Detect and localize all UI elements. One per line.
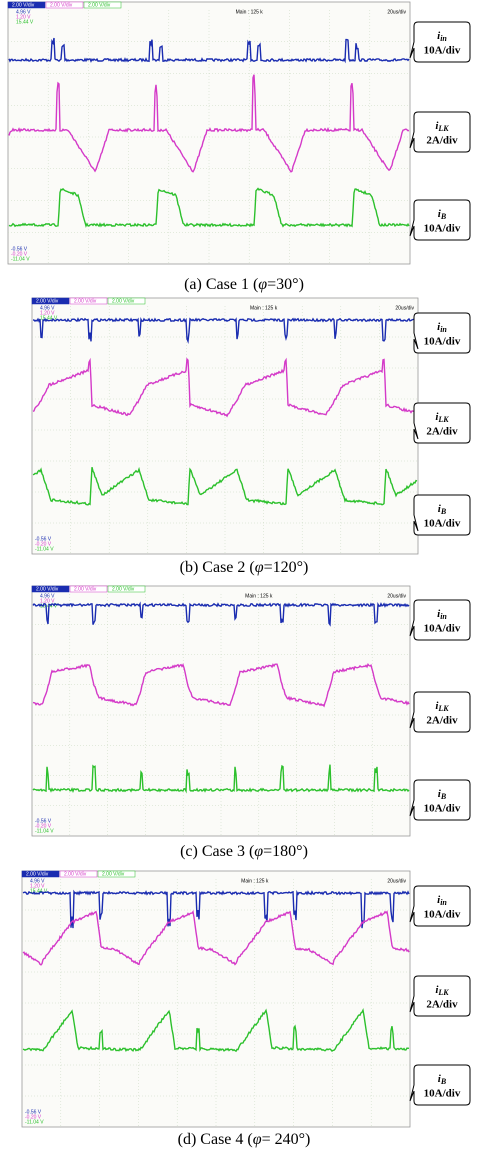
caption: (a) Case 1 (φ=30°) <box>184 276 304 293</box>
channel-scale: 2.00 V/div <box>36 299 59 305</box>
caption: (b) Case 2 (φ=120°) <box>180 559 309 576</box>
channel-scale: 2.00 V/div <box>64 872 87 878</box>
scope-reading: -11.04 V <box>35 546 54 552</box>
label-sub: LK <box>437 415 449 424</box>
channel-scale: 2.00 V/div <box>102 872 125 878</box>
caption-rest: =120°) <box>264 559 309 576</box>
scope-main: Main : 125 k <box>241 878 269 884</box>
caption-rest: =30°) <box>267 276 304 293</box>
label-scale: 2A/div <box>426 135 458 147</box>
scope-panel: 2.00 V/div 2.00 V/div 2.00 V/div Main : 125… <box>22 871 470 1148</box>
caption-var: φ <box>255 559 264 576</box>
channel-scale: 2.00 V/div <box>74 299 97 305</box>
channel-scale: 2.00 V/div <box>12 3 35 9</box>
caption: (d) Case 4 (φ= 240°) <box>178 1131 311 1148</box>
label-sub: B <box>440 507 447 516</box>
label-scale: 10A/div <box>424 803 461 815</box>
label-scale: 2A/div <box>426 715 458 727</box>
label-scale: 10A/div <box>424 909 461 921</box>
channel-scale: 2.00 V/div <box>88 3 111 9</box>
label-sub: B <box>440 1077 447 1086</box>
scope-reading: -11.04 V <box>35 828 54 834</box>
caption-prefix: (a) Case 1 ( <box>184 276 258 293</box>
label-scale: 10A/div <box>424 336 461 348</box>
scope-timebase: 20us/div <box>387 593 406 599</box>
caption-rest: = 240°) <box>262 1131 311 1148</box>
label-scale: 10A/div <box>424 1088 461 1100</box>
caption-var: φ <box>253 1131 262 1148</box>
caption-rest: =180°) <box>263 843 308 860</box>
scope-timebase: 20us/div <box>387 878 406 884</box>
label-sub: in <box>440 898 447 907</box>
caption: (c) Case 3 (φ=180°) <box>180 843 308 860</box>
scope-panel: 2.00 V/div 2.00 V/div 2.00 V/div Main : 125… <box>32 298 470 576</box>
page: {"panels": [ {"caption": {"prefix": "(a)… <box>0 0 488 1154</box>
label-scale: 10A/div <box>424 623 461 635</box>
scope-reading: -11.04 V <box>11 256 30 262</box>
label-sub: in <box>440 325 447 334</box>
channel-scale: 2.00 V/div <box>112 587 135 593</box>
label-scale: 2A/div <box>426 999 458 1011</box>
scope-timebase: 20us/div <box>395 305 414 311</box>
label-scale: 10A/div <box>424 518 461 530</box>
scope-reading: 15.44 V <box>16 19 34 25</box>
label-scale: 10A/div <box>424 45 461 57</box>
channel-scale: 2.00 V/div <box>36 587 59 593</box>
caption-var: φ <box>254 843 263 860</box>
scope-main: Main : 125 k <box>245 593 273 599</box>
label-sub: LK <box>437 988 449 997</box>
channel-scale: 2.00 V/div <box>112 299 135 305</box>
channel-scale: 2.00 V/div <box>50 3 73 9</box>
label-sub: B <box>440 212 447 221</box>
channel-scale: 2.00 V/div <box>74 587 97 593</box>
caption-prefix: (c) Case 3 ( <box>180 843 254 860</box>
caption-prefix: (b) Case 2 ( <box>180 559 255 576</box>
scope-main: Main : 125 k <box>236 9 264 15</box>
caption-var: φ <box>258 276 267 293</box>
figure: 2.00 V/div 2.00 V/div 2.00 V/div Main : 125… <box>0 0 488 1154</box>
scope-timebase: 20us/div <box>387 9 406 15</box>
channel-scale: 2.00 V/div <box>26 872 49 878</box>
scope-reading: -11.04 V <box>25 1119 44 1125</box>
label-scale: 10A/div <box>424 223 461 235</box>
label-scale: 2A/div <box>426 426 458 438</box>
scope-main: Main : 125 k <box>250 305 278 311</box>
caption-prefix: (d) Case 4 ( <box>178 1131 253 1148</box>
label-sub: B <box>440 792 447 801</box>
scope-panel: 2.00 V/div 2.00 V/div 2.00 V/div Main : 125… <box>32 586 470 860</box>
label-sub: LK <box>437 124 449 133</box>
scope-panel: 2.00 V/div 2.00 V/div 2.00 V/div Main : 125… <box>8 2 470 293</box>
label-sub: LK <box>437 704 449 713</box>
label-sub: in <box>440 34 447 43</box>
label-sub: in <box>440 612 447 621</box>
